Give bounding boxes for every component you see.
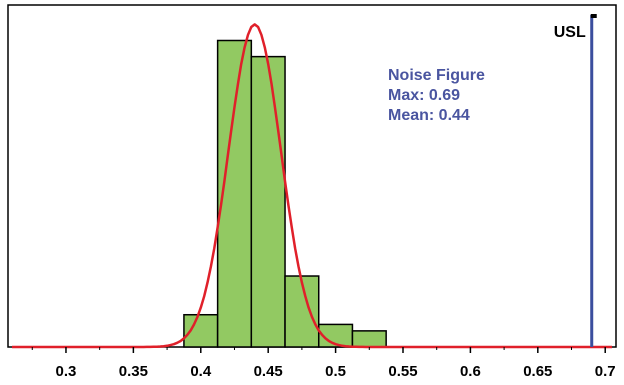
annotation-line: Max: 0.69 (388, 87, 460, 104)
x-tick-label: 0.55 (388, 363, 417, 380)
histogram-bars (183, 39, 387, 348)
x-tick-label: 0.6 (460, 363, 481, 380)
x-tick-label: 0.65 (523, 363, 552, 380)
x-tick-label: 0.4 (190, 363, 212, 380)
x-tick-label: 0.3 (56, 363, 77, 380)
x-tick-label: 0.5 (325, 363, 346, 380)
x-tick-label: 0.45 (254, 363, 283, 380)
x-tick-label: 0.7 (595, 363, 616, 380)
usl-label: USL (554, 24, 586, 41)
annotation-line: Noise Figure (388, 67, 485, 84)
annotation-box: Noise Figure Max: 0.69 Mean: 0.44 (388, 67, 485, 124)
normal-fit-curve (12, 23, 612, 349)
histogram-bar (351, 330, 387, 348)
annotation-line: Mean: 0.44 (388, 107, 470, 124)
usl-cap-marker (590, 14, 597, 18)
x-tick-label: 0.35 (119, 363, 148, 380)
x-axis-ticks: 0.3 0.35 0.4 0.45 0.5 0.55 0.6 0.65 0.7 (31, 347, 616, 380)
histogram-bar (250, 55, 286, 348)
